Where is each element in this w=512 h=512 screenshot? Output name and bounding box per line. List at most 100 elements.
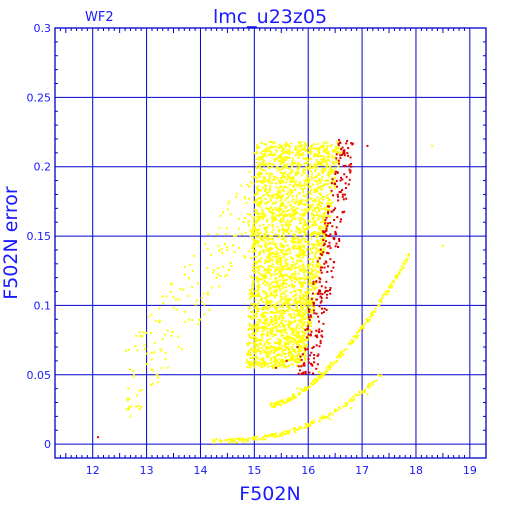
yellow-point	[263, 328, 266, 331]
yellow-point	[304, 359, 307, 362]
red-point	[329, 292, 332, 295]
red-point	[319, 342, 322, 345]
yellow-point	[271, 323, 274, 326]
yellow-point	[184, 320, 187, 323]
red-point	[326, 293, 329, 296]
yellow-point	[263, 180, 266, 183]
red-point	[329, 221, 332, 224]
yellow-point	[302, 306, 305, 309]
yellow-point	[284, 253, 287, 256]
yellow-point	[315, 282, 318, 285]
y-tick-label: 0	[44, 438, 51, 451]
yellow-point	[314, 253, 317, 256]
yellow-point	[320, 185, 323, 188]
yellow-point	[303, 346, 306, 349]
yellow-point	[283, 296, 286, 299]
yellow-point	[273, 433, 276, 436]
yellow-point	[279, 315, 282, 318]
yellow-point	[278, 214, 281, 217]
yellow-point	[257, 228, 260, 231]
red-point	[311, 347, 314, 350]
yellow-point	[297, 228, 300, 231]
yellow-point	[310, 147, 313, 150]
yellow-point	[132, 375, 135, 378]
yellow-point	[325, 206, 328, 209]
yellow-point	[290, 348, 293, 351]
red-point	[349, 169, 352, 172]
yellow-point	[323, 160, 326, 163]
yellow-point	[282, 220, 285, 223]
yellow-point	[350, 341, 353, 344]
red-point	[331, 178, 334, 181]
yellow-point	[261, 336, 264, 339]
yellow-point	[251, 228, 254, 231]
yellow-point	[244, 231, 247, 234]
yellow-point	[271, 281, 274, 284]
yellow-point	[227, 268, 230, 271]
yellow-point	[170, 334, 173, 337]
yellow-point	[307, 209, 310, 212]
yellow-point	[302, 226, 305, 229]
yellow-point	[275, 260, 278, 263]
yellow-point	[310, 421, 313, 424]
yellow-point	[377, 304, 380, 307]
yellow-point	[238, 217, 241, 220]
yellow-point	[287, 284, 290, 287]
yellow-point	[295, 153, 298, 156]
yellow-point	[268, 189, 271, 192]
yellow-point	[323, 247, 326, 250]
yellow-point	[258, 174, 261, 177]
yellow-point	[258, 219, 261, 222]
yellow-point	[266, 350, 269, 353]
yellow-point	[307, 219, 310, 222]
yellow-point	[281, 212, 284, 215]
red-point	[334, 172, 337, 175]
yellow-point	[305, 269, 308, 272]
yellow-point	[272, 402, 275, 405]
yellow-point	[283, 210, 286, 213]
yellow-point	[317, 151, 320, 154]
yellow-point	[263, 276, 266, 279]
yellow-point	[266, 270, 269, 273]
yellow-point	[361, 326, 364, 329]
yellow-point	[313, 288, 316, 291]
yellow-point	[280, 358, 283, 361]
yellow-point	[226, 248, 229, 251]
yellow-point	[308, 296, 311, 299]
yellow-point	[310, 249, 313, 252]
yellow-point	[267, 346, 270, 349]
yellow-point	[249, 336, 252, 339]
yellow-point	[283, 282, 286, 285]
yellow-point	[200, 301, 203, 304]
yellow-point	[338, 407, 341, 410]
yellow-point	[312, 419, 315, 422]
yellow-point	[260, 180, 263, 183]
yellow-point	[310, 302, 313, 305]
yellow-point	[301, 263, 304, 266]
yellow-point	[281, 224, 284, 227]
yellow-point	[163, 333, 166, 336]
yellow-point	[371, 314, 374, 317]
yellow-point	[291, 241, 294, 244]
yellow-point	[384, 290, 387, 293]
yellow-point	[289, 178, 292, 181]
yellow-point	[277, 146, 280, 149]
yellow-point	[253, 269, 256, 272]
yellow-point	[324, 370, 327, 373]
red-point	[337, 144, 340, 147]
yellow-point	[319, 155, 322, 158]
yellow-point	[326, 147, 329, 150]
yellow-point	[264, 213, 267, 216]
yellow-point	[269, 246, 272, 249]
yellow-point	[275, 247, 278, 250]
yellow-point	[303, 222, 306, 225]
yellow-point	[303, 274, 306, 277]
yellow-point	[287, 201, 290, 204]
yellow-point	[296, 314, 299, 317]
yellow-point	[264, 434, 267, 437]
yellow-point	[299, 184, 302, 187]
yellow-point	[284, 206, 287, 209]
yellow-point	[296, 278, 299, 281]
yellow-point	[311, 277, 314, 280]
yellow-point	[312, 265, 315, 268]
